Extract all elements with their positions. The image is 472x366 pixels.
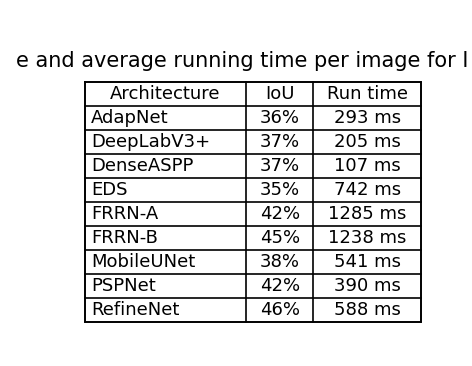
Text: 38%: 38%: [260, 253, 300, 270]
Text: 42%: 42%: [260, 205, 300, 223]
Text: 37%: 37%: [260, 133, 300, 151]
Text: Run time: Run time: [327, 85, 408, 103]
Text: IoU: IoU: [265, 85, 295, 103]
Text: 42%: 42%: [260, 277, 300, 295]
Text: 1238 ms: 1238 ms: [328, 229, 406, 247]
Text: 107 ms: 107 ms: [334, 157, 401, 175]
Text: e and average running time per image for I: e and average running time per image for…: [16, 51, 468, 71]
Text: DenseASPP: DenseASPP: [91, 157, 194, 175]
Text: 1285 ms: 1285 ms: [328, 205, 406, 223]
Text: 390 ms: 390 ms: [334, 277, 401, 295]
Text: FRRN-B: FRRN-B: [91, 229, 158, 247]
Text: AdapNet: AdapNet: [91, 109, 169, 127]
Text: EDS: EDS: [91, 181, 128, 199]
Text: 742 ms: 742 ms: [334, 181, 401, 199]
Text: PSPNet: PSPNet: [91, 277, 156, 295]
Text: 588 ms: 588 ms: [334, 300, 401, 318]
Text: 45%: 45%: [260, 229, 300, 247]
Text: 35%: 35%: [260, 181, 300, 199]
Text: DeepLabV3+: DeepLabV3+: [91, 133, 211, 151]
Text: 293 ms: 293 ms: [334, 109, 401, 127]
Text: 36%: 36%: [260, 109, 300, 127]
Text: 37%: 37%: [260, 157, 300, 175]
Text: RefineNet: RefineNet: [91, 300, 179, 318]
Text: MobileUNet: MobileUNet: [91, 253, 195, 270]
Text: 205 ms: 205 ms: [334, 133, 401, 151]
Text: FRRN-A: FRRN-A: [91, 205, 159, 223]
Text: 541 ms: 541 ms: [334, 253, 401, 270]
Text: 46%: 46%: [260, 300, 300, 318]
Text: Architecture: Architecture: [110, 85, 220, 103]
